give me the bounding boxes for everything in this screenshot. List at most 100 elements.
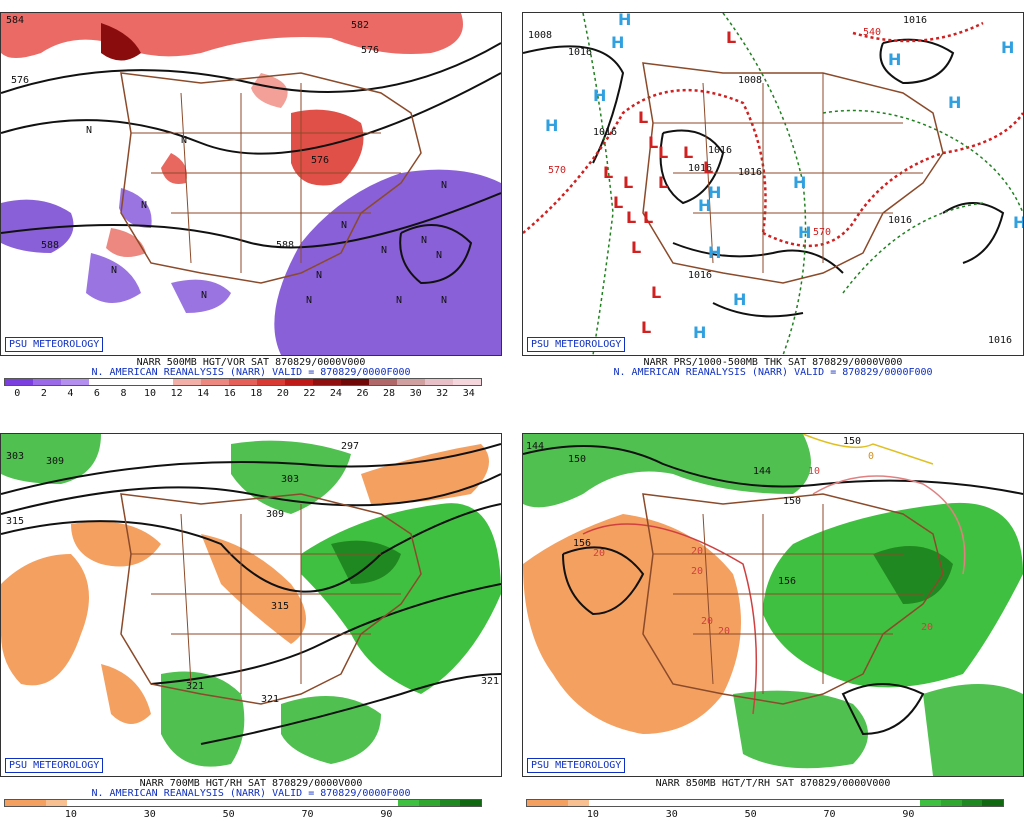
legend-swatch (941, 800, 962, 806)
legend-tick-label: 26 (356, 388, 369, 399)
isobar-label: 1016 (708, 145, 732, 156)
legend-tick-label: 30 (665, 809, 678, 820)
legend-swatch (397, 379, 425, 385)
legend-swatch (5, 379, 33, 385)
vorticity-core (101, 23, 141, 61)
us-outline (120, 72, 422, 284)
legend-swatch (425, 379, 453, 385)
legend-swatch (651, 800, 672, 806)
contour-label: 303 (281, 474, 299, 485)
isotherm-label: 20 (691, 546, 703, 557)
legend-swatch (25, 800, 47, 806)
vorticity-min-symbol: N (316, 270, 322, 281)
contour-label: 321 (261, 694, 279, 705)
psu-meteorology-logo: PSU METEOROLOGY (5, 337, 104, 352)
contour-label: 576 (311, 155, 329, 166)
legend-tick-label: 90 (902, 809, 915, 820)
high-pressure-symbol: H (545, 116, 558, 135)
isobar-label: 1016 (688, 163, 712, 174)
moist-region-gulf (733, 690, 868, 769)
isotherm-label: 20 (701, 616, 713, 627)
moist-region-north (523, 434, 811, 508)
legend-swatch (377, 800, 399, 806)
height-contour-3 (1, 503, 501, 593)
height-contour-1 (523, 445, 1023, 495)
vorticity-min-symbol: N (181, 135, 187, 146)
isobar-5 (712, 302, 804, 318)
panel-valid-time: N. AMERICAN REANALYSIS (NARR) VALID = 87… (91, 788, 411, 799)
vorticity-min-symbol: N (421, 235, 427, 246)
contour-label: 576 (361, 45, 379, 56)
legend-swatch (274, 800, 295, 806)
isobar-6 (942, 202, 1005, 264)
legend-tick-label: 16 (223, 388, 236, 399)
low-pressure-symbol: L (603, 163, 613, 182)
dry-region-west (523, 514, 741, 734)
vorticity-small-3 (251, 73, 288, 108)
moist-region-east (763, 502, 1023, 688)
map-canvas-500mb: 576 582 576 588 588 576 584 N N N N N N … (1, 13, 501, 355)
high-pressure-symbol: H (1013, 213, 1023, 232)
dry-region-pacific (1, 554, 89, 686)
color-legend (526, 799, 1004, 807)
legend-tick-label: 10 (64, 809, 77, 820)
vorticity-min-symbol: N (436, 250, 442, 261)
legend-swatch (369, 379, 397, 385)
vorticity-min-symbol: N (341, 220, 347, 231)
low-pressure-symbol: L (631, 238, 641, 257)
low-pressure-symbol: L (683, 143, 693, 162)
high-pressure-symbol: H (698, 196, 711, 215)
legend-ticks: 10 30 50 70 90 (526, 809, 1004, 821)
low-pressure-symbol: L (651, 283, 661, 302)
moist-region-atlantic (923, 684, 1023, 776)
legend-swatch (858, 800, 879, 806)
legend-swatch (439, 800, 461, 806)
legend-swatch (568, 800, 590, 806)
legend-swatch (173, 379, 201, 385)
low-pressure-symbol: L (613, 193, 623, 212)
legend-tick-label: 8 (120, 388, 127, 399)
thickness-label: 540 (863, 27, 881, 38)
isotherm-10 (812, 475, 966, 575)
isobar-label: 1008 (528, 30, 552, 41)
vorticity-small-2 (106, 228, 146, 257)
legend-swatch (398, 800, 420, 806)
us-outline (120, 493, 422, 705)
legend-tick-label: 20 (276, 388, 289, 399)
low-pressure-symbol: L (658, 173, 668, 192)
green-dashed-4 (842, 202, 984, 294)
legend-swatch (920, 800, 942, 806)
legend-swatch (713, 800, 735, 806)
legend-swatch (419, 800, 440, 806)
map-canvas-700mb: 303 309 297 303 309 315 315 321 321 321 (1, 434, 501, 767)
contour-label: 588 (276, 240, 294, 251)
isobar-label: 1016 (593, 127, 617, 138)
vorticity-min-symbol: N (141, 200, 147, 211)
high-pressure-symbol: H (708, 183, 721, 202)
negative-vorticity-west (1, 199, 74, 253)
moist-region-south (161, 671, 245, 767)
legend-swatch (87, 800, 109, 806)
legend-swatch (5, 800, 26, 806)
low-pressure-symbol: L (643, 208, 653, 227)
contour-label: 582 (351, 20, 369, 31)
vorticity-small-1 (161, 153, 187, 184)
state-borders (131, 504, 401, 694)
legend-swatch (336, 800, 357, 806)
dry-region-northeast (361, 444, 489, 504)
contour-label: 309 (266, 509, 284, 520)
height-contour-5 (200, 673, 501, 745)
contour-label: 576 (11, 75, 29, 86)
high-pressure-symbol: H (948, 93, 961, 112)
legend-swatch (117, 379, 145, 385)
legend-tick-label: 2 (40, 388, 47, 399)
panel-700mb-rh: 303 309 297 303 309 315 315 321 321 321 … (0, 421, 502, 821)
panel-valid-time: N. AMERICAN REANALYSIS (NARR) VALID = 87… (613, 367, 933, 378)
legend-swatch (129, 800, 150, 806)
contour-label: 584 (6, 15, 24, 26)
legend-tick-label: 22 (303, 388, 316, 399)
isotherm-0 (802, 434, 934, 465)
vorticity-min-symbol: N (111, 265, 117, 276)
legend-swatch (145, 379, 173, 385)
panel-caption: NARR 850MB HGT/T/RH SAT 870829/0000V000 (655, 778, 891, 789)
